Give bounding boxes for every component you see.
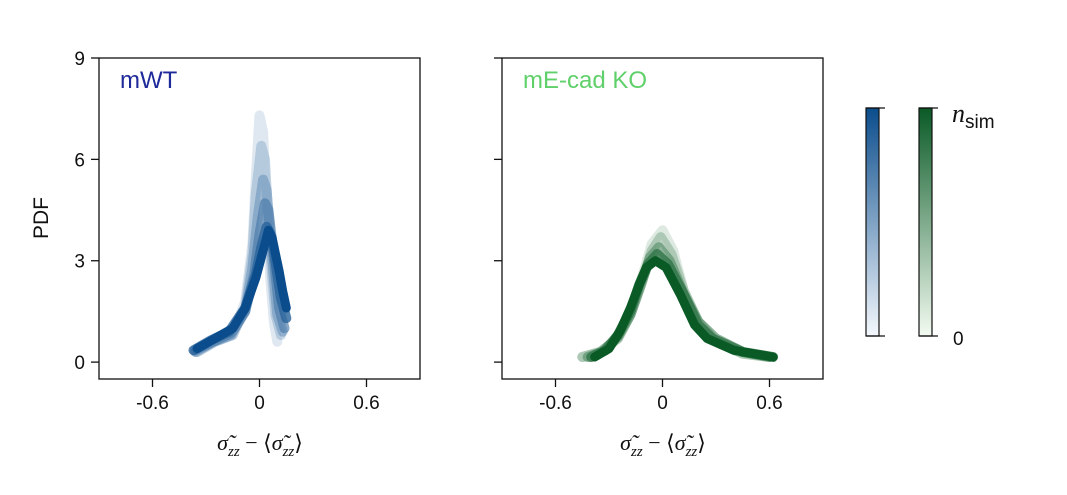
y-axis-title: PDF — [30, 197, 53, 239]
colorbar-blues — [865, 107, 880, 337]
plot-frame — [501, 57, 824, 380]
panel-title: mWT — [120, 67, 178, 94]
x-axis-minus: − ⟨ — [240, 430, 272, 455]
x-axis-bracket: ⟩ — [697, 430, 706, 455]
x-axis-minus: − ⟨ — [643, 430, 675, 455]
panel-mwt: -0.6 0 0.6 0 3 6 9 mWT PDF σ̃zz − ⟨σ̃zz⟩ — [30, 49, 421, 460]
tick-layer: -0.6 0 0.6 — [494, 57, 783, 414]
x-axis-sub: zz — [630, 444, 643, 460]
colorbars: nsim 0 — [865, 99, 995, 350]
colorbar-label: n — [952, 99, 965, 128]
x-tick-label: -0.6 — [539, 393, 572, 414]
y-tick-label: 3 — [74, 252, 85, 273]
x-axis-title: σ̃zz − ⟨σ̃zz⟩ — [620, 430, 706, 460]
series-line-5 — [192, 225, 291, 354]
x-tick-label: 0.6 — [756, 393, 782, 414]
x-axis-bracket: ⟩ — [294, 430, 303, 455]
tick-layer: -0.6 0 0.6 0 3 6 9 — [74, 49, 379, 414]
x-axis-sub: zz — [227, 444, 240, 460]
series-line-4 — [590, 256, 778, 362]
panel-mecad-ko: -0.6 0 0.6 mE-cad KO σ̃zz − ⟨σ̃zz⟩ — [494, 57, 824, 460]
x-axis-title: σ̃zz − ⟨σ̃zz⟩ — [217, 430, 303, 460]
y-tick-label: 9 — [74, 49, 85, 70]
series-layer — [188, 110, 292, 357]
colorbar-label-sub: sim — [965, 112, 995, 133]
panel-title: mE-cad KO — [523, 67, 647, 94]
x-tick-label: -0.6 — [136, 393, 169, 414]
y-tick-label: 0 — [74, 353, 85, 374]
x-tick-label: 0 — [657, 393, 668, 414]
colorbar-bottom-label: 0 — [953, 329, 964, 350]
series-layer — [577, 225, 779, 362]
x-axis-sub-mean: zz — [282, 444, 295, 460]
x-axis-sub-mean: zz — [685, 444, 698, 460]
colorbar-top-label: nsim — [952, 99, 995, 133]
x-tick-label: 0 — [254, 393, 265, 414]
x-tick-label: 0.6 — [353, 393, 379, 414]
colorbar-greens — [918, 107, 933, 337]
y-tick-label: 6 — [74, 150, 85, 171]
